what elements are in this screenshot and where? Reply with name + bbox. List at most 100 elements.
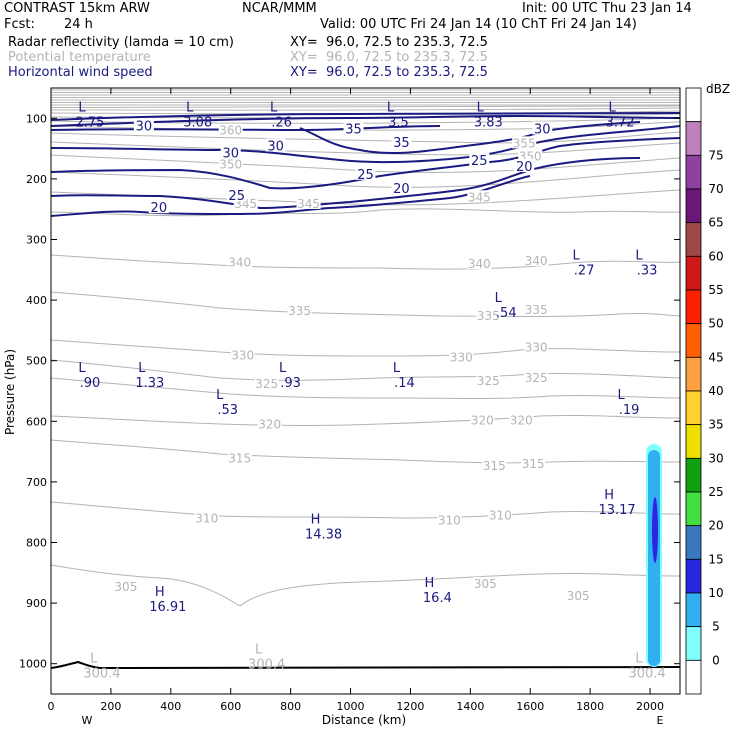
theta-label-bg: [509, 413, 534, 426]
extremum-letter: L: [617, 388, 625, 403]
x-tick-label: 200: [100, 700, 121, 713]
theta-label: 340: [468, 257, 491, 271]
fcst-label: Fcst:: [4, 17, 35, 32]
wind-label-bg: [391, 134, 412, 148]
y-tick-label: 300: [26, 234, 47, 247]
theta-label-bg: [227, 255, 252, 268]
colorbar-swatch: [685, 356, 702, 392]
y-tick-label: 200: [26, 173, 47, 186]
theta-label-bg: [470, 413, 495, 426]
colorbar-label: 60: [708, 249, 723, 263]
extremum-letter: H: [424, 576, 434, 591]
theta-label: 340: [228, 256, 251, 270]
upper-theta-contours: [51, 89, 680, 206]
wind-label: 25: [471, 154, 488, 169]
colorbar-swatch: [685, 558, 702, 594]
extremum-value: 13.17: [598, 503, 635, 518]
extremum-value: .19: [619, 403, 640, 418]
theta-label: 355: [513, 136, 536, 150]
theta-label: 350: [519, 150, 542, 164]
colorbar-label: 30: [708, 451, 723, 465]
colorbar-label: 50: [708, 317, 723, 331]
theta-label-bg: [482, 458, 507, 471]
colorbar-label: 25: [708, 485, 723, 499]
colorbar-label: 45: [708, 350, 723, 364]
wind-label: 30: [267, 139, 284, 154]
theta-label-bg: [230, 348, 255, 361]
colorbar-label: 5: [712, 620, 720, 634]
theta-label-bg: [194, 511, 219, 524]
wind-labels: 30 30 30 30 35 35 25 25 25 20 20 20: [133, 118, 553, 216]
extremum-letter: L: [78, 100, 86, 115]
field-theta-name: Potential temperature: [8, 50, 151, 65]
extremum-value: 1.33: [135, 376, 164, 391]
theta-label: 345: [297, 197, 320, 211]
extremum-letter: L: [78, 361, 86, 376]
colorbar-swatch: [685, 222, 702, 257]
y-tick-label: 600: [26, 415, 47, 428]
wind-label-bg: [532, 121, 553, 135]
y-tick-label: 700: [26, 476, 47, 489]
theta-label: 315: [483, 459, 506, 473]
wind-label-bg: [469, 152, 490, 166]
theta-label: 360: [219, 124, 242, 138]
x-tick-label: 1400: [456, 700, 484, 713]
theta-label: 335: [288, 304, 311, 318]
extremum-value: .26: [271, 115, 292, 130]
x-tick-label: 0: [48, 700, 55, 713]
extremum-value: 16.4: [423, 591, 452, 606]
wind-label: 20: [516, 160, 533, 175]
x-tick-label: 1200: [396, 700, 424, 713]
colorbar-label: 35: [708, 418, 723, 432]
theta-label-bg: [524, 340, 549, 353]
theta-label-bg: [524, 303, 549, 316]
reflectivity-column: [646, 444, 662, 667]
x-tick-label: 1800: [576, 700, 604, 713]
y-tick-label: 1000: [19, 658, 47, 671]
theta-label: 310: [489, 508, 512, 522]
wind-label: 30: [136, 119, 153, 134]
theta-label-bg: [524, 253, 549, 266]
extremum-letter: L: [393, 361, 401, 376]
colorbar-label: 10: [708, 586, 723, 600]
theta-label: 315: [522, 457, 545, 471]
field-theta-xy: XY= 96.0, 72.5 to 235.3, 72.5: [290, 50, 488, 65]
colorbar-swatch: [685, 323, 702, 358]
theta-label-bg: [218, 157, 243, 170]
extrema-labels: L2.75L3.08L.26L3.5L3.83L3.72L.27L.33L.54…: [75, 100, 665, 681]
y-tick-label: 800: [26, 537, 47, 550]
extremum-value: .54: [496, 306, 517, 321]
theta-label: 325: [525, 371, 548, 385]
extremum-value: 2.75: [75, 115, 104, 130]
extremum-letter: L: [279, 361, 287, 376]
axes: 0 200 400 600 800 1000 1200 1400 1600 1800 2000 100…: [19, 88, 680, 713]
theta-label-bg: [518, 149, 543, 162]
colorbar-swatch: [685, 424, 702, 459]
theta-label-bg: [449, 350, 474, 363]
theta-label: 330: [525, 341, 548, 355]
extremum-letter: L: [186, 100, 194, 115]
x-tick-label: 1600: [516, 700, 544, 713]
east-label: E: [657, 714, 664, 727]
theta-label-bg: [287, 304, 312, 317]
theta-label: 305: [114, 580, 137, 594]
theta-label-bg: [512, 136, 537, 149]
west-label: W: [82, 714, 93, 727]
colorbar-label: 55: [708, 283, 723, 297]
extremum-value: 3.83: [474, 115, 503, 130]
wind-label-bg: [133, 118, 154, 132]
colorbar-swatch: [685, 121, 702, 156]
theta-label: 335: [477, 309, 500, 323]
colorbar-swatch: [685, 87, 702, 123]
wind-label: 20: [151, 201, 168, 216]
extremum-letter: L: [138, 361, 146, 376]
valid-time: Valid: 00 UTC Fri 24 Jan 14 (10 ChT Fri …: [320, 17, 637, 32]
colorbar-swatch: [685, 592, 702, 628]
extremum-letter: L: [387, 100, 395, 115]
y-tick-label: 400: [26, 294, 47, 307]
wind-label: 35: [393, 136, 410, 151]
theta-label: 315: [228, 451, 251, 465]
colorbar-swatch: [685, 154, 702, 190]
extremum-value: 300.4: [628, 667, 665, 682]
